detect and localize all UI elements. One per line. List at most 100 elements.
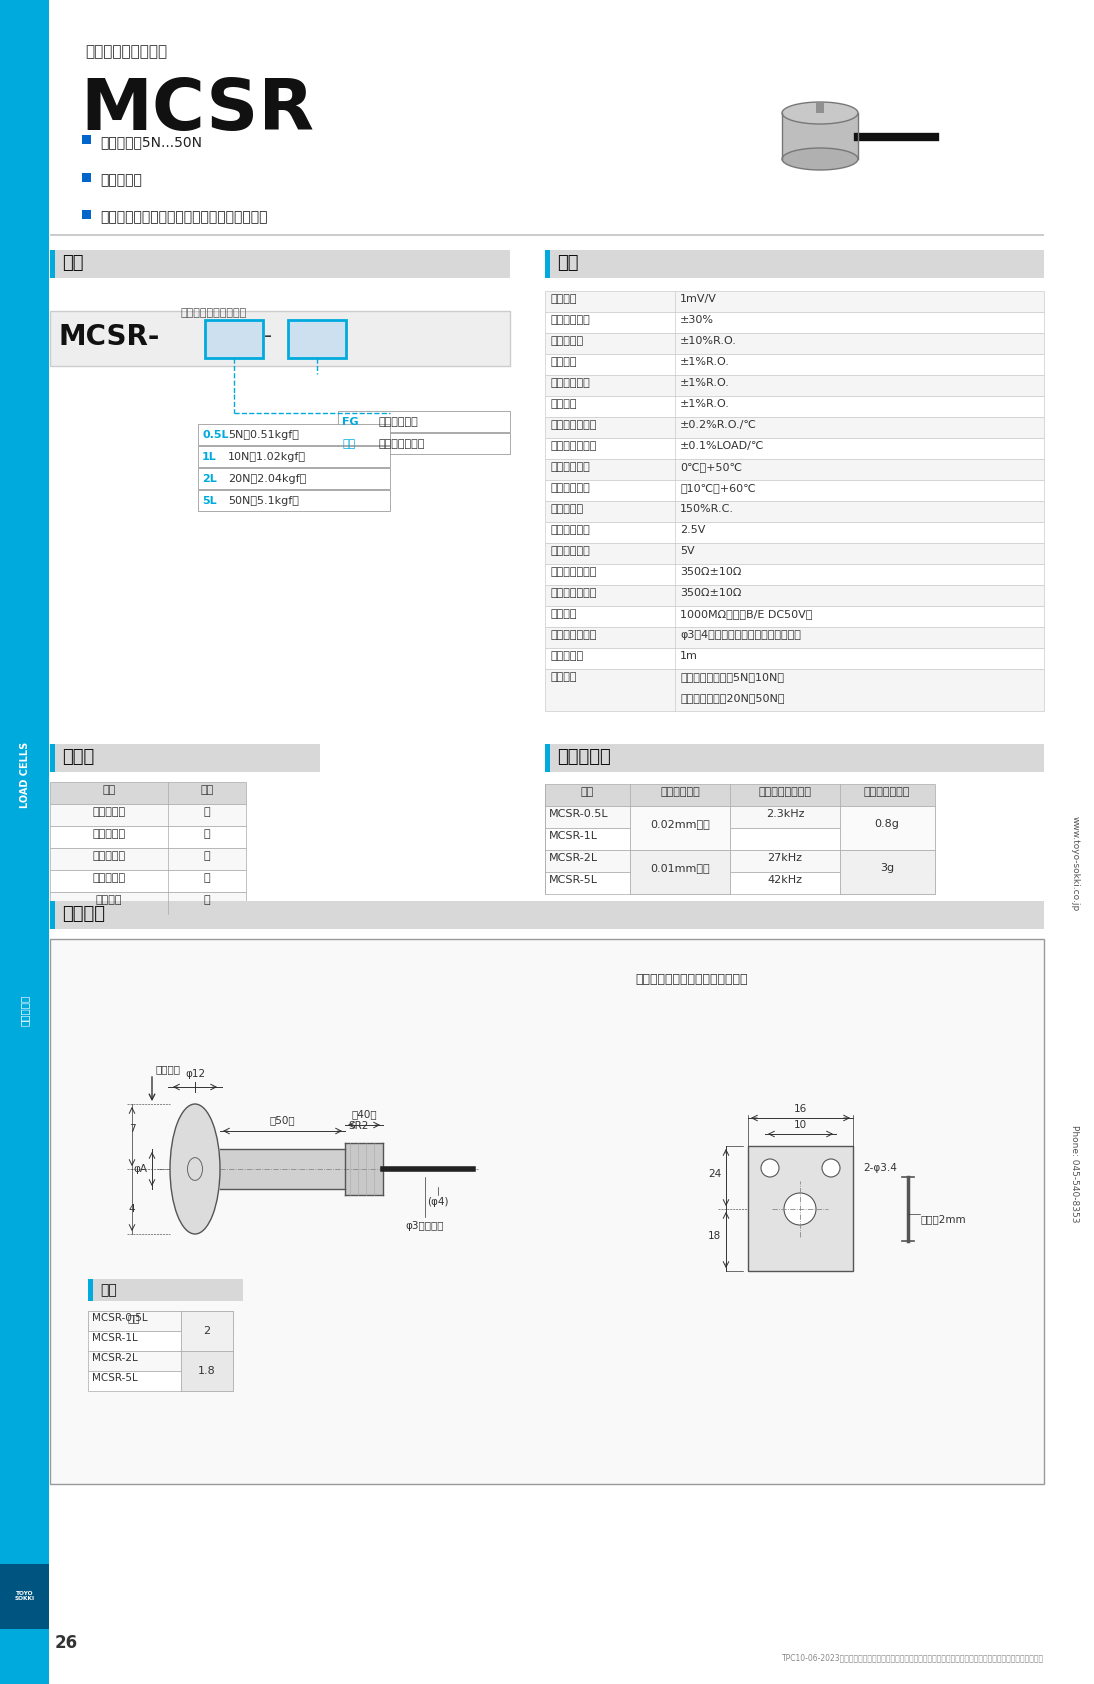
- Text: 2.5V: 2.5V: [680, 525, 706, 536]
- Text: www.toyo-sokki.co.jp: www.toyo-sokki.co.jp: [1071, 817, 1080, 911]
- Text: LOAD CELLS: LOAD CELLS: [20, 741, 30, 808]
- Text: 50N（5.1kgf）: 50N（5.1kgf）: [228, 497, 299, 505]
- Bar: [545, 249, 550, 278]
- Text: 零バランス: 零バランス: [550, 337, 583, 345]
- Text: 定格たわみ量: 定格たわみ量: [660, 786, 700, 797]
- Text: 白: 白: [203, 829, 210, 839]
- Text: 26: 26: [55, 1633, 78, 1652]
- Text: 黒: 黒: [203, 872, 210, 882]
- Text: －10℃～+60℃: －10℃～+60℃: [680, 483, 756, 493]
- Text: 小型、軽量: 小型、軽量: [100, 173, 142, 187]
- Text: MCSR-1L: MCSR-1L: [549, 830, 598, 840]
- Bar: [545, 291, 1044, 312]
- Bar: [545, 564, 1044, 584]
- Bar: [545, 460, 1044, 480]
- Bar: [88, 1371, 233, 1391]
- Text: 定格出力: 定格出力: [550, 295, 577, 305]
- Bar: [198, 446, 389, 466]
- Text: シールド: シールド: [96, 894, 123, 904]
- Text: ±1%R.O.: ±1%R.O.: [680, 357, 730, 367]
- Text: 2.3kHz: 2.3kHz: [766, 808, 804, 818]
- Text: MCSR-2L: MCSR-2L: [549, 854, 598, 862]
- Text: 印加電圧＋: 印加電圧＋: [92, 807, 126, 817]
- Bar: [88, 1312, 233, 1330]
- Text: 1L: 1L: [202, 451, 217, 461]
- Bar: [840, 850, 935, 894]
- Text: 項目: 項目: [103, 785, 116, 795]
- Bar: [338, 433, 510, 455]
- Bar: [50, 825, 246, 849]
- Bar: [88, 1351, 233, 1371]
- Text: 定格容量：5N...50N: 定格容量：5N...50N: [100, 135, 202, 148]
- Bar: [198, 468, 389, 488]
- Bar: [205, 320, 263, 359]
- Text: 推奨印加電圧: 推奨印加電圧: [550, 525, 590, 536]
- Text: 定格出力誤差: 定格出力誤差: [550, 315, 590, 325]
- Text: ヒステリシス: ヒステリシス: [550, 377, 590, 387]
- Bar: [88, 1280, 93, 1302]
- Text: 本体材質: 本体材質: [550, 672, 577, 682]
- Bar: [630, 807, 730, 850]
- Text: 板厚：2mm: 板厚：2mm: [920, 1214, 966, 1224]
- Bar: [338, 411, 510, 433]
- Text: 4: 4: [129, 1204, 136, 1214]
- Bar: [50, 744, 55, 771]
- Text: MCSR: MCSR: [80, 76, 314, 145]
- Bar: [88, 1280, 243, 1302]
- Text: 出力端子間抵抗: 出力端子間抵抗: [550, 588, 596, 598]
- Bar: [748, 1147, 853, 1271]
- Bar: [545, 376, 1044, 396]
- Bar: [50, 803, 246, 825]
- Text: MCSR-1L: MCSR-1L: [92, 1334, 138, 1344]
- Text: 配線色: 配線色: [62, 748, 94, 766]
- Bar: [545, 542, 1044, 564]
- Bar: [50, 871, 246, 893]
- Text: 印加電圧－: 印加電圧－: [92, 829, 126, 839]
- Bar: [82, 210, 91, 219]
- Bar: [545, 502, 1044, 522]
- Bar: [50, 249, 55, 278]
- Bar: [50, 849, 246, 871]
- Text: 20N（2.04kgf）: 20N（2.04kgf）: [228, 473, 306, 483]
- Bar: [545, 333, 1044, 354]
- Bar: [50, 901, 55, 930]
- Text: ステンレス：［20N，50N］: ステンレス：［20N，50N］: [680, 694, 784, 702]
- Text: -: -: [264, 327, 272, 345]
- Bar: [630, 850, 730, 894]
- Bar: [545, 606, 1044, 626]
- Bar: [545, 249, 1044, 278]
- Text: 絶縁抵抗: 絶縁抵抗: [550, 610, 577, 620]
- Text: 0.5L: 0.5L: [202, 429, 229, 440]
- Text: 型式: 型式: [128, 1314, 140, 1324]
- Bar: [198, 490, 389, 510]
- Bar: [545, 744, 1044, 771]
- Text: 27kHz: 27kHz: [768, 854, 803, 862]
- Text: 温度補償範囲: 温度補償範囲: [550, 461, 590, 472]
- Text: 1m: 1m: [680, 652, 698, 662]
- Text: φ3ケーブル: φ3ケーブル: [406, 1221, 444, 1231]
- Text: 7: 7: [129, 1123, 136, 1133]
- Text: 1mV/V: 1mV/V: [680, 295, 717, 305]
- Bar: [50, 893, 246, 914]
- Text: MCSR-: MCSR-: [58, 323, 160, 350]
- Text: 350Ω±10Ω: 350Ω±10Ω: [680, 568, 742, 578]
- Text: 許容印加電圧: 許容印加電圧: [550, 546, 590, 556]
- Text: （40）: （40）: [351, 1110, 376, 1118]
- Ellipse shape: [782, 148, 858, 170]
- Bar: [545, 850, 935, 872]
- Text: 繰返し性: 繰返し性: [550, 399, 577, 409]
- Text: φ12: φ12: [185, 1069, 205, 1079]
- Text: 2-φ3.4: 2-φ3.4: [863, 1164, 897, 1174]
- Text: φA: φA: [133, 1164, 147, 1174]
- Text: 5L: 5L: [202, 497, 217, 505]
- Bar: [545, 744, 550, 771]
- Bar: [545, 626, 1044, 648]
- Text: 0.01mm以下: 0.01mm以下: [650, 862, 710, 872]
- Bar: [50, 234, 1044, 236]
- Text: φ3，4芯シールドケーブル　先端裸線: φ3，4芯シールドケーブル 先端裸線: [680, 630, 801, 640]
- Text: (φ4): (φ4): [428, 1197, 449, 1207]
- Text: 本体質量（約）: 本体質量（約）: [864, 786, 910, 797]
- Text: 小型圧縮ロードセル: 小型圧縮ロードセル: [85, 44, 167, 59]
- Text: 5N（0.51kgf）: 5N（0.51kgf）: [228, 429, 299, 440]
- Text: 2: 2: [203, 1325, 210, 1335]
